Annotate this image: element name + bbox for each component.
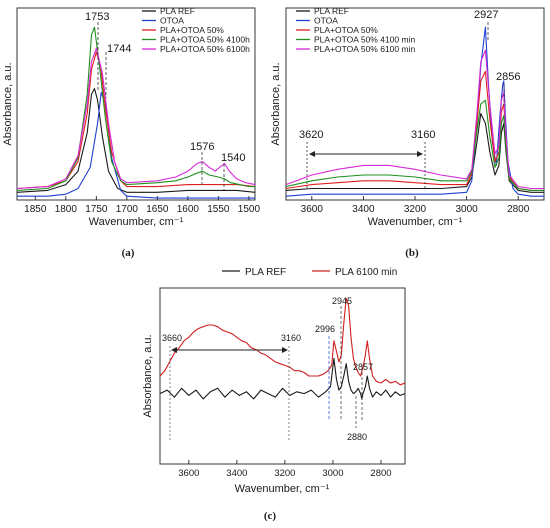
y-axis-label: Absorbance, a.u. [142,334,154,417]
x-tick-label: 2800 [370,468,391,479]
legend-label: PLA+OTOA 50% [160,25,224,35]
panel-c: Absorbance, a.u. Wavenumber, cm⁻¹ 3600 34… [142,267,406,522]
x-tick-label: 3600 [301,204,324,215]
x-tick-label: 3400 [226,468,247,479]
x-tick-label: 1850 [24,204,47,215]
x-axis-label: Wavenumber, cm⁻¹ [368,216,463,228]
plot-frame [159,287,406,465]
legend-label: PLA+OTOA 50% [314,25,378,35]
peak-label-2880: 2880 [347,432,367,442]
series-line-1 [17,88,255,193]
x-tick-label: 1750 [85,204,108,215]
x-tick-label: 2800 [507,204,530,215]
range-arrowhead-right [417,151,423,157]
peak-label-2996: 2996 [315,324,335,334]
x-tick-label: 1500 [238,204,261,215]
legend-label: PLA+OTOA 50% 6100h [160,44,250,54]
x-tick-label: 3000 [322,468,343,479]
plot-frame [16,7,256,201]
series-line-5 [286,49,544,190]
legend-label: PLA+OTOA 50% 4100 min [314,35,415,45]
x-axis-label: Wavenumber, cm⁻¹ [235,483,330,495]
legend-label: PLA+OTOA 50% 6100 min [314,44,415,54]
x-tick-label: 3400 [352,204,375,215]
x-tick-label: 3600 [178,468,199,479]
range-arrowhead-left [171,347,177,353]
range-arrowhead-right [282,347,288,353]
range-label-3660: 3660 [162,333,182,343]
x-tick-label: 1700 [116,204,139,215]
peak-label-2927: 2927 [474,9,498,21]
series-line-2 [160,298,405,386]
peak-label-2856: 2856 [496,71,520,83]
x-tick-label: 3200 [404,204,427,215]
y-axis-label: Absorbance, a.u. [270,62,282,145]
x-tick-label: 1650 [146,204,169,215]
legend-label: OTOA [314,16,338,26]
peak-label-1753: 1753 [85,11,109,23]
series-line-1 [160,357,405,400]
panel-caption-c: (c) [264,510,277,522]
peak-label-1540: 1540 [221,152,245,164]
range-arrowhead-left [309,151,315,157]
peak-label-2945: 2945 [332,296,352,306]
series-line-2 [17,91,255,199]
legend-label: PLA REF [245,267,286,278]
panel-caption-a: (a) [122,247,135,259]
x-tick-label: 1550 [207,204,230,215]
range-label-3160: 3160 [281,333,301,343]
x-axis-label: Wavenumber, cm⁻¹ [89,216,184,228]
legend-label: PLA+OTOA 50% 4100h [160,35,250,45]
x-tick-label: 3200 [274,468,295,479]
y-axis-label: Absorbance, a.u. [2,62,14,145]
range-label-3620: 3620 [299,129,323,141]
peak-label-1744: 1744 [107,43,131,55]
x-tick-label: 1800 [55,204,78,215]
legend-label: PLA REF [314,6,349,16]
legend-label: OTOA [160,16,184,26]
panel-a: Absorbance, a.u. Wavenumber, cm⁻¹ 1850 18… [2,6,260,259]
x-tick-label: 1600 [177,204,200,215]
series-line-5 [17,47,255,190]
x-tick-label: 3000 [455,204,478,215]
range-label-3160: 3160 [411,129,435,141]
series-line-4 [286,99,544,191]
legend-label: PLA REF [160,6,195,16]
series-line-4 [17,26,255,191]
legend-label: PLA 6100 min [335,267,397,278]
panel-b: Absorbance, a.u. Wavenumber, cm⁻¹ 3600 34… [270,6,545,259]
series-line-3 [17,51,255,190]
panel-caption-b: (b) [405,247,419,259]
peak-label-1576: 1576 [190,141,214,153]
peak-label-2857: 2857 [353,362,373,372]
legend: PLA REF PLA 6100 min [222,267,397,278]
